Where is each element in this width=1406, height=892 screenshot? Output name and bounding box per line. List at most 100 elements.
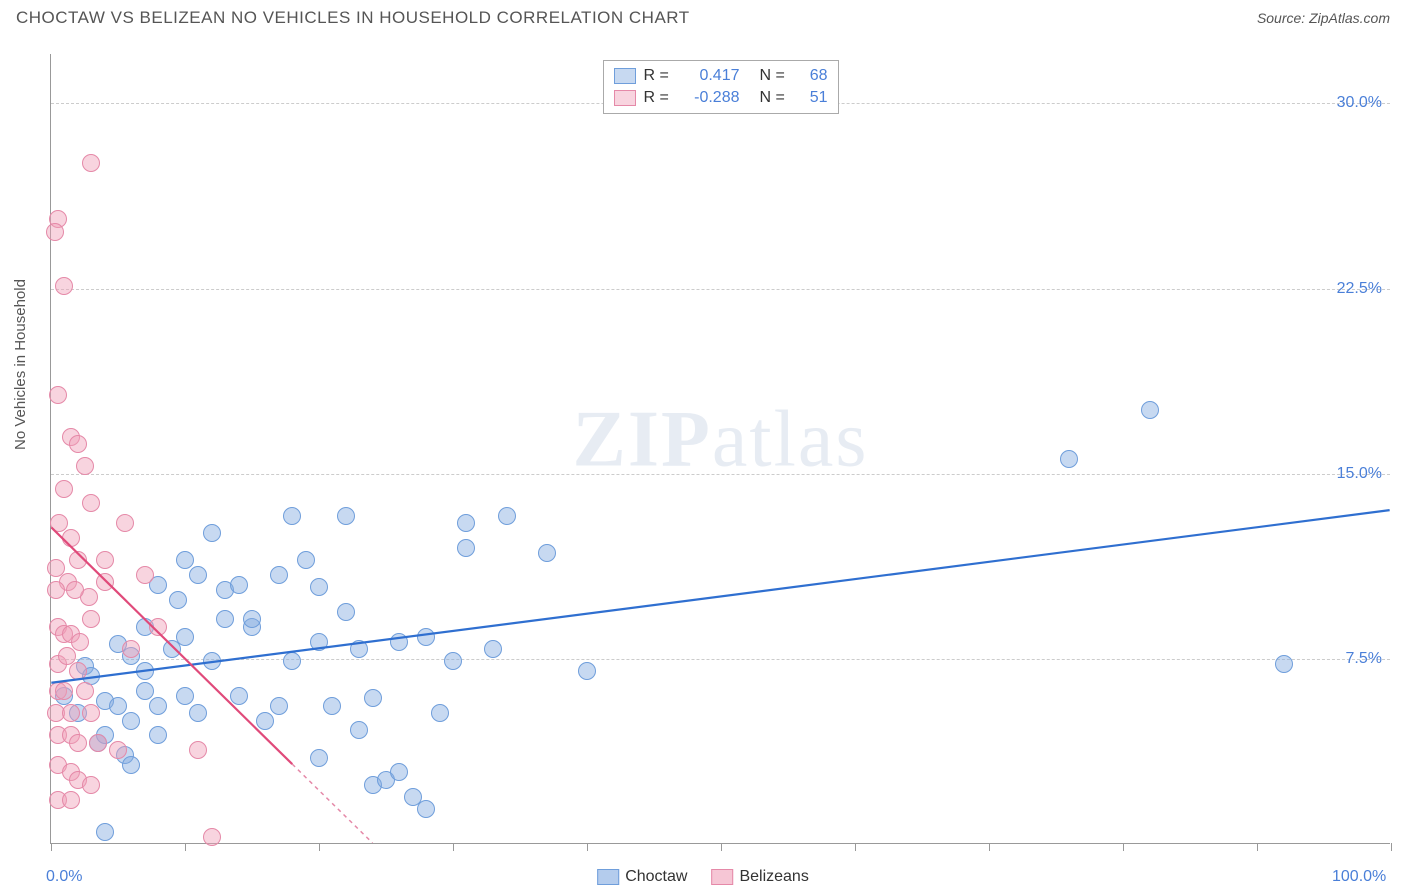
data-point: [323, 697, 341, 715]
x-tick: [1257, 843, 1258, 851]
data-point: [350, 721, 368, 739]
stats-legend: R =0.417N =68R =-0.288N =51: [603, 60, 839, 114]
x-tick: [319, 843, 320, 851]
data-point: [69, 435, 87, 453]
data-point: [350, 640, 368, 658]
data-point: [417, 800, 435, 818]
data-point: [136, 662, 154, 680]
data-point: [176, 687, 194, 705]
data-point: [203, 524, 221, 542]
data-point: [270, 697, 288, 715]
data-point: [310, 578, 328, 596]
data-point: [149, 726, 167, 744]
data-point: [96, 573, 114, 591]
data-point: [76, 457, 94, 475]
data-point: [457, 514, 475, 532]
header: CHOCTAW VS BELIZEAN NO VEHICLES IN HOUSE…: [0, 0, 1406, 36]
data-point: [62, 791, 80, 809]
legend-label: Belizeans: [739, 868, 808, 886]
gridline: [51, 659, 1390, 660]
source: Source: ZipAtlas.com: [1257, 10, 1390, 26]
data-point: [310, 633, 328, 651]
scatter-chart: ZIPatlas R =0.417N =68R =-0.288N =51 7.5…: [50, 54, 1390, 844]
swatch: [614, 90, 636, 106]
x-tick: [989, 843, 990, 851]
data-point: [69, 734, 87, 752]
r-value: 0.417: [682, 67, 740, 85]
data-point: [230, 687, 248, 705]
x-tick: [185, 843, 186, 851]
data-point: [47, 581, 65, 599]
data-point: [297, 551, 315, 569]
data-point: [76, 682, 94, 700]
data-point: [189, 704, 207, 722]
data-point: [69, 551, 87, 569]
data-point: [96, 551, 114, 569]
data-point: [189, 566, 207, 584]
y-tick-label: 30.0%: [1337, 94, 1382, 112]
y-tick-label: 7.5%: [1346, 650, 1382, 668]
data-point: [176, 551, 194, 569]
data-point: [109, 741, 127, 759]
data-point: [169, 591, 187, 609]
data-point: [283, 652, 301, 670]
x-tick: [721, 843, 722, 851]
swatch: [614, 68, 636, 84]
r-value: -0.288: [682, 89, 740, 107]
x-tick: [587, 843, 588, 851]
data-point: [62, 529, 80, 547]
source-name: ZipAtlas.com: [1309, 10, 1390, 26]
n-value: 51: [798, 89, 828, 107]
gridline: [51, 289, 1390, 290]
data-point: [484, 640, 502, 658]
chart-title: CHOCTAW VS BELIZEAN NO VEHICLES IN HOUSE…: [16, 8, 690, 28]
data-point: [243, 610, 261, 628]
legend-item: Belizeans: [711, 868, 808, 886]
x-tick: [51, 843, 52, 851]
data-point: [49, 386, 67, 404]
data-point: [109, 697, 127, 715]
data-point: [136, 566, 154, 584]
data-point: [283, 507, 301, 525]
data-point: [444, 652, 462, 670]
data-point: [82, 610, 100, 628]
swatch: [711, 869, 733, 885]
trend-lines: [51, 54, 1390, 843]
data-point: [176, 628, 194, 646]
data-point: [136, 682, 154, 700]
data-point: [310, 749, 328, 767]
x-tick-label: 100.0%: [1332, 868, 1386, 886]
data-point: [390, 633, 408, 651]
data-point: [66, 581, 84, 599]
r-label: R =: [644, 67, 674, 85]
gridline: [51, 474, 1390, 475]
y-axis-label: No Vehicles in Household: [12, 279, 29, 450]
r-label: R =: [644, 89, 674, 107]
data-point: [189, 741, 207, 759]
watermark: ZIPatlas: [573, 394, 869, 485]
data-point: [538, 544, 556, 562]
data-point: [55, 277, 73, 295]
stats-row: R = 0.417 N = 68: [614, 65, 828, 87]
data-point: [457, 539, 475, 557]
data-point: [71, 633, 89, 651]
data-point: [62, 704, 80, 722]
data-point: [82, 704, 100, 722]
data-point: [270, 566, 288, 584]
data-point: [46, 223, 64, 241]
y-tick-label: 22.5%: [1337, 280, 1382, 298]
data-point: [69, 662, 87, 680]
data-point: [230, 576, 248, 594]
data-point: [203, 828, 221, 846]
data-point: [578, 662, 596, 680]
n-value: 68: [798, 67, 828, 85]
n-label: N =: [760, 67, 790, 85]
data-point: [498, 507, 516, 525]
data-point: [337, 507, 355, 525]
x-tick: [453, 843, 454, 851]
data-point: [417, 628, 435, 646]
swatch: [597, 869, 619, 885]
data-point: [82, 154, 100, 172]
data-point: [1275, 655, 1293, 673]
data-point: [116, 514, 134, 532]
